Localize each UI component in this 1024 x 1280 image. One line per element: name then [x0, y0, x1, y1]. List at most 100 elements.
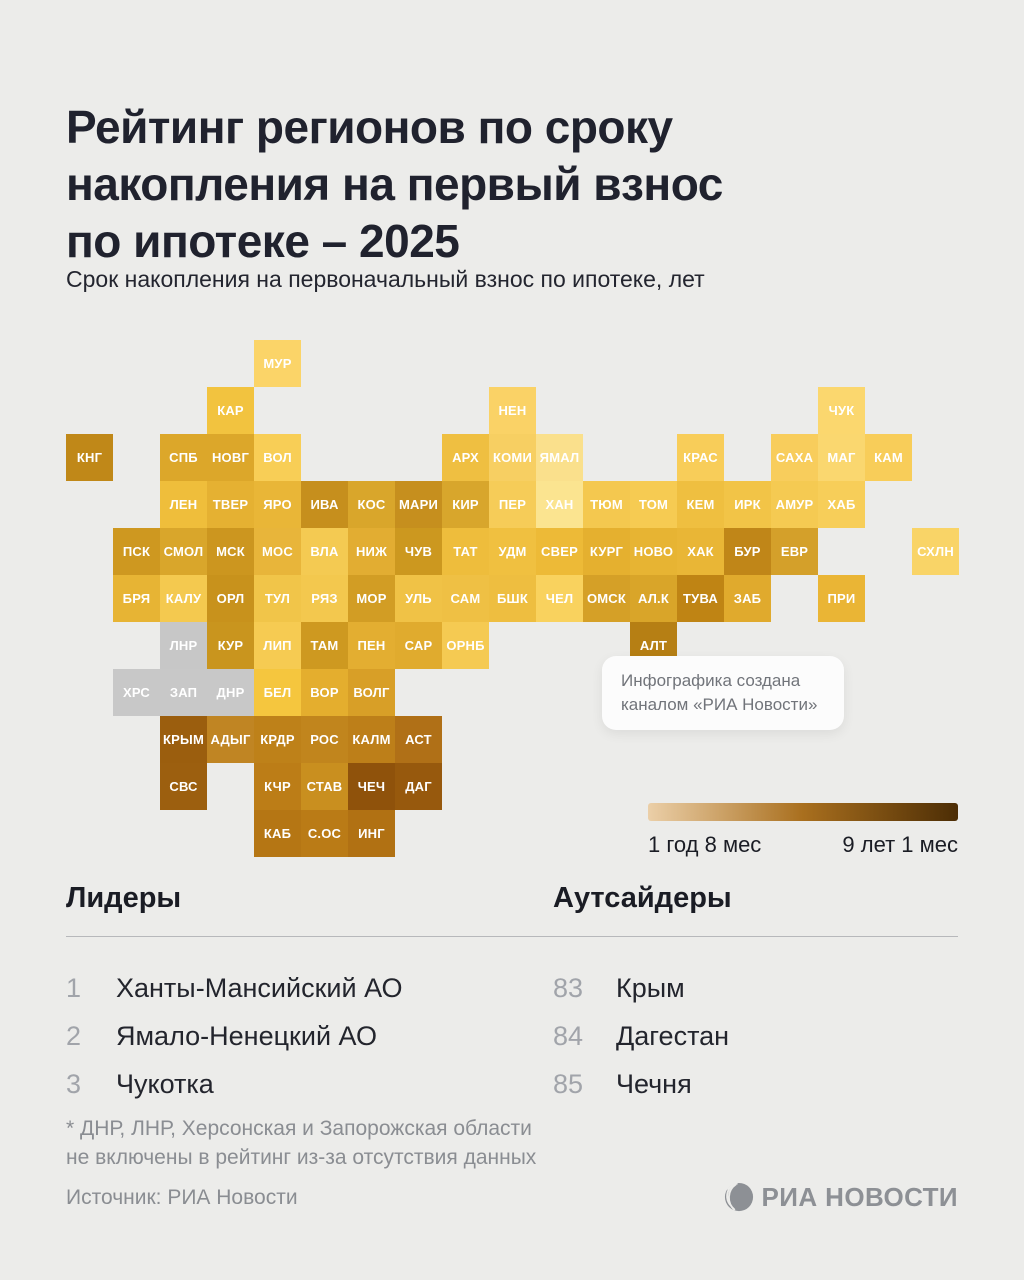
- region-tile-САХА: САХА: [771, 434, 818, 481]
- region-tile-АЛ.К: АЛ.К: [630, 575, 677, 622]
- title-line-3: по ипотеке – 2025: [66, 214, 460, 267]
- region-tile-ТУВА: ТУВА: [677, 575, 724, 622]
- region-tile-НИЖ: НИЖ: [348, 528, 395, 575]
- region-tile-БРЯ: БРЯ: [113, 575, 160, 622]
- region-tile-ЛЕН: ЛЕН: [160, 481, 207, 528]
- region-tile-КОМИ: КОМИ: [489, 434, 536, 481]
- footnote-line-1: * ДНР, ЛНР, Херсонская и Запорожская обл…: [66, 1117, 532, 1140]
- region-tile-РОС: РОС: [301, 716, 348, 763]
- region-tile-АДЫГ: АДЫГ: [207, 716, 254, 763]
- region-tile-РЯЗ: РЯЗ: [301, 575, 348, 622]
- region-tile-ОРНБ: ОРНБ: [442, 622, 489, 669]
- footnote-line-2: не включены в рейтинг из-за отсутствия д…: [66, 1146, 537, 1169]
- region-tile-СМОЛ: СМОЛ: [160, 528, 207, 575]
- region-tile-ХАН: ХАН: [536, 481, 583, 528]
- region-tile-КОС: КОС: [348, 481, 395, 528]
- region-tile-КАМ: КАМ: [865, 434, 912, 481]
- region-tile-КЕМ: КЕМ: [677, 481, 724, 528]
- region-tile-БЕЛ: БЕЛ: [254, 669, 301, 716]
- chart-subtitle: Срок накопления на первоначальный взнос …: [66, 266, 705, 292]
- ranking-row: 84 Дагестан: [553, 1012, 958, 1060]
- region-tile-ОРЛ: ОРЛ: [207, 575, 254, 622]
- region-tile-С.ОС: С.ОС: [301, 810, 348, 857]
- region-tile-ХРС: ХРС: [113, 669, 160, 716]
- region-tile-МСК: МСК: [207, 528, 254, 575]
- region-tile-САР: САР: [395, 622, 442, 669]
- region-tile-ТУЛ: ТУЛ: [254, 575, 301, 622]
- ranking-row: 85 Чечня: [553, 1060, 958, 1108]
- region-tile-ТАМ: ТАМ: [301, 622, 348, 669]
- title-line-2: накопления на первый взнос: [66, 157, 723, 210]
- region-name: Дагестан: [616, 1020, 730, 1051]
- region-tile-ТОМ: ТОМ: [630, 481, 677, 528]
- region-name: Ханты-Мансийский АО: [116, 972, 403, 1003]
- region-tile-ОМСК: ОМСК: [583, 575, 630, 622]
- region-tile-ВОЛГ: ВОЛГ: [348, 669, 395, 716]
- region-tile-КРДР: КРДР: [254, 716, 301, 763]
- legend-gradient-bar: [648, 803, 958, 821]
- region-tile-КУР: КУР: [207, 622, 254, 669]
- region-tile-УЛЬ: УЛЬ: [395, 575, 442, 622]
- region-tile-КАБ: КАБ: [254, 810, 301, 857]
- region-tile-ЧЕЧ: ЧЕЧ: [348, 763, 395, 810]
- rank-number: 1: [66, 972, 82, 1003]
- region-tile-МОР: МОР: [348, 575, 395, 622]
- region-tile-БШК: БШК: [489, 575, 536, 622]
- region-tile-ПЕН: ПЕН: [348, 622, 395, 669]
- outsiders-header: Аутсайдеры: [553, 882, 732, 914]
- rank-number: 2: [66, 1020, 82, 1051]
- section-divider: [66, 936, 958, 937]
- region-tile-ПРИ: ПРИ: [818, 575, 865, 622]
- outsiders-list: 83 Крым 84 Дагестан 85 Чечня: [553, 964, 958, 1108]
- region-tile-СВС: СВС: [160, 763, 207, 810]
- region-tile-НОВО: НОВО: [630, 528, 677, 575]
- region-tile-КИР: КИР: [442, 481, 489, 528]
- ranking-row: 83 Крым: [553, 964, 958, 1012]
- leaders-list: 1 Ханты-Мансийский АО 2 Ямало-Ненецкий АО 3 Ч…: [66, 964, 506, 1108]
- region-tile-КРАС: КРАС: [677, 434, 724, 481]
- region-tile-МАРИ: МАРИ: [395, 481, 442, 528]
- region-name: Чечня: [616, 1068, 692, 1099]
- leaders-header: Лидеры: [66, 882, 182, 914]
- region-tile-ПЕР: ПЕР: [489, 481, 536, 528]
- ranking-row: 2 Ямало-Ненецкий АО: [66, 1012, 506, 1060]
- region-tile-АМУР: АМУР: [771, 481, 818, 528]
- region-tile-НЕН: НЕН: [489, 387, 536, 434]
- region-tile-ТАТ: ТАТ: [442, 528, 489, 575]
- region-tile-ЗАБ: ЗАБ: [724, 575, 771, 622]
- source-label: Источник: РИА Новости: [66, 1186, 298, 1209]
- region-tile-ВЛА: ВЛА: [301, 528, 348, 575]
- region-tile-СХЛН: СХЛН: [912, 528, 959, 575]
- page-title: Рейтинг регионов по сроку накопления на …: [66, 99, 966, 270]
- region-tile-ИРК: ИРК: [724, 481, 771, 528]
- region-name: Ямало-Ненецкий АО: [116, 1020, 377, 1051]
- region-tile-АСТ: АСТ: [395, 716, 442, 763]
- region-tile-ПСК: ПСК: [113, 528, 160, 575]
- rank-number: 85: [553, 1068, 584, 1099]
- rank-number: 84: [553, 1020, 584, 1051]
- region-tile-ВОР: ВОР: [301, 669, 348, 716]
- region-tile-КНГ: КНГ: [66, 434, 113, 481]
- region-tile-ДАГ: ДАГ: [395, 763, 442, 810]
- legend-max-label: 9 лет 1 мес: [842, 832, 958, 857]
- region-tile-ЕВР: ЕВР: [771, 528, 818, 575]
- region-tile-ЯМАЛ: ЯМАЛ: [536, 434, 583, 481]
- legend-min-label: 1 год 8 мес: [648, 832, 762, 857]
- region-tile-УДМ: УДМ: [489, 528, 536, 575]
- region-tile-НОВГ: НОВГ: [207, 434, 254, 481]
- region-tile-СПБ: СПБ: [160, 434, 207, 481]
- region-tile-ХАБ: ХАБ: [818, 481, 865, 528]
- region-tile-КУРГ: КУРГ: [583, 528, 630, 575]
- region-tile-ЧУВ: ЧУВ: [395, 528, 442, 575]
- region-tile-ТВЕР: ТВЕР: [207, 481, 254, 528]
- region-tile-ЛНР: ЛНР: [160, 622, 207, 669]
- note-line-2: каналом «РИА Новости»: [621, 695, 818, 714]
- region-tile-ХАК: ХАК: [677, 528, 724, 575]
- region-tile-ТЮМ: ТЮМ: [583, 481, 630, 528]
- ranking-row: 1 Ханты-Мансийский АО: [66, 964, 506, 1012]
- brand-logo-text: РИА НОВОСТИ: [761, 1181, 958, 1212]
- region-tile-МОС: МОС: [254, 528, 301, 575]
- region-tile-КЧР: КЧР: [254, 763, 301, 810]
- title-line-1: Рейтинг регионов по сроку: [66, 100, 673, 153]
- region-tile-ЗАП: ЗАП: [160, 669, 207, 716]
